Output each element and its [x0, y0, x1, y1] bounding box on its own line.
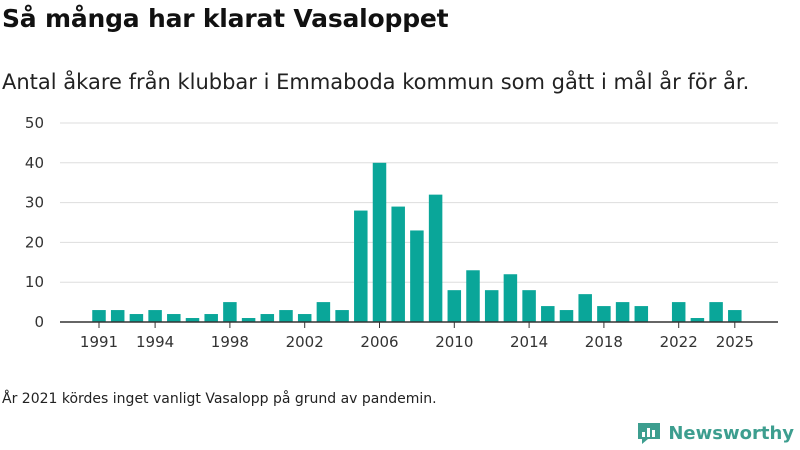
- bar-1992: [110, 310, 125, 322]
- bar-2024: [709, 302, 723, 322]
- y-tick-label: 20: [25, 233, 44, 251]
- bar-2004: [335, 310, 349, 322]
- y-tick-label: 0: [34, 313, 44, 331]
- footnote: År 2021 kördes inget vanligt Vasalopp på…: [2, 391, 437, 407]
- brand-name: Newsworthy: [668, 422, 794, 444]
- bar-2009: [428, 194, 443, 322]
- gridlines: [60, 122, 778, 283]
- x-tick-label: 1994: [136, 333, 174, 351]
- x-tick-label: 1991: [80, 333, 118, 351]
- bar-2002: [297, 314, 312, 322]
- bar-1998: [223, 302, 237, 322]
- bar-2006: [372, 162, 387, 322]
- bar-1999: [241, 318, 256, 322]
- bar-2023: [690, 318, 705, 322]
- x-tick-label: 2002: [286, 333, 324, 351]
- bar-chart: 0 10 20 30 40 50 1991 1994 1998 2002 2006 2010 2014…: [25, 114, 778, 351]
- y-axis-ticks: 0 10 20 30 40 50: [25, 114, 44, 331]
- x-tick-label: 2014: [510, 333, 548, 351]
- bar-2011: [466, 270, 480, 322]
- bar-1997: [204, 314, 218, 322]
- bar-2017: [578, 294, 592, 322]
- bar-2007: [391, 206, 405, 322]
- bar-1994: [148, 310, 162, 322]
- bar-2001: [279, 310, 293, 322]
- bars: [92, 162, 742, 322]
- bar-2013: [503, 274, 518, 322]
- x-tick-label: 2022: [660, 333, 698, 351]
- x-tick-label: 2018: [585, 333, 623, 351]
- bar-2025: [728, 310, 742, 322]
- newsworthy-brand: Newsworthy: [636, 420, 794, 446]
- bar-1993: [129, 314, 144, 322]
- x-tick-label: 1998: [211, 333, 249, 351]
- bar-2005: [354, 210, 368, 322]
- y-tick-label: 10: [25, 273, 44, 291]
- bar-2010: [447, 290, 462, 322]
- bar-2008: [410, 230, 424, 322]
- bar-2022: [671, 302, 686, 322]
- bar-2000: [260, 314, 275, 322]
- bar-2015: [541, 306, 555, 322]
- chart-subtitle: Antal åkare från klubbar i Emmaboda komm…: [2, 70, 750, 94]
- bar-2014: [522, 290, 536, 322]
- bar-1995: [167, 314, 181, 322]
- y-tick-label: 50: [25, 114, 44, 132]
- y-tick-label: 30: [25, 194, 44, 212]
- x-tick-label: 2025: [716, 333, 754, 351]
- bar-2019: [615, 302, 630, 322]
- bar-2018: [597, 306, 611, 322]
- bar-2003: [316, 302, 331, 322]
- chart-title: Så många har klarat Vasaloppet: [2, 4, 449, 33]
- newsworthy-chart-logo-icon: [638, 423, 661, 444]
- x-tick-label: 2006: [360, 333, 398, 351]
- bar-1996: [185, 318, 200, 322]
- bar-2016: [559, 310, 574, 322]
- bar-2020: [634, 306, 649, 322]
- x-axis-ticks: 1991 1994 1998 2002 2006 2010 2014 2018 2022 2025: [80, 322, 754, 351]
- bar-1991: [92, 310, 106, 322]
- y-tick-label: 40: [25, 154, 44, 172]
- x-tick-label: 2010: [435, 333, 473, 351]
- bar-2012: [484, 290, 499, 322]
